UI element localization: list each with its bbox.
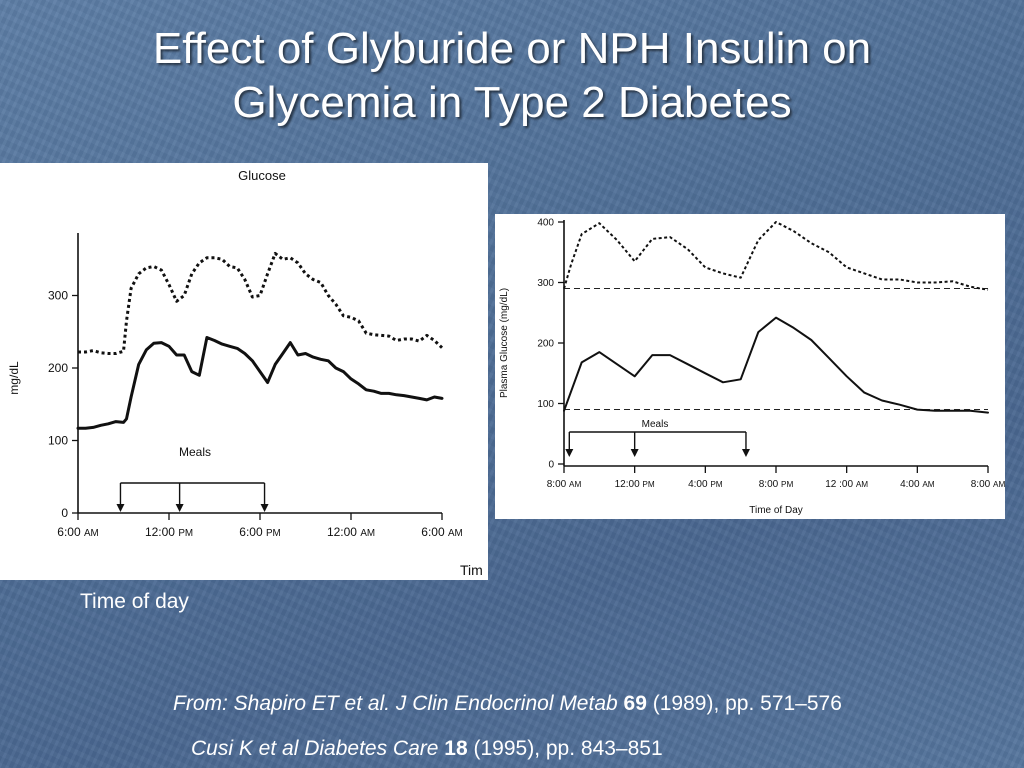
meals-label: Meals — [642, 419, 669, 430]
meal-arrow-head — [630, 449, 639, 457]
x-tick-label: 12 :00 AM — [825, 479, 868, 490]
x-axis-label: Time of Day — [749, 505, 803, 516]
y-tick-label: 400 — [537, 218, 554, 229]
x-tick-label: 4:00 PM — [688, 479, 723, 490]
y-tick-label: 200 — [48, 361, 68, 375]
slide-title: Effect of Glyburide or NPH Insulin on Gl… — [0, 22, 1024, 130]
title-line-2: Glycemia in Type 2 Diabetes — [232, 78, 792, 127]
meal-arrow-head — [175, 504, 184, 512]
meals-label: Meals — [179, 445, 211, 459]
reference-2-details: (1995), pp. 843–851 — [473, 737, 663, 760]
meal-arrow-head — [741, 449, 750, 457]
reference-2-source: Cusi K et al Diabetes Care — [191, 737, 439, 760]
series-dotted-line — [78, 251, 444, 355]
y-tick-label: 100 — [537, 399, 554, 410]
chart-panel-right: 0 100 200 300 400 8:00 AM 12:00 PM 4:00 PM 8:00 … — [495, 214, 1005, 519]
chart-panel-left: 0 100 200 300 6:00 AM 12:00 PM 6:00 PM 12:00 AM… — [0, 163, 488, 580]
x-tick-label: 12:00 AM — [327, 525, 375, 539]
y-axis-label: mg/dL — [7, 361, 21, 395]
y-tick-label: 300 — [537, 278, 554, 289]
chart-title: Glucose — [238, 168, 286, 183]
y-tick-label: 0 — [61, 506, 68, 520]
glucose-chart-left: 0 100 200 300 6:00 AM 12:00 PM 6:00 PM 12:00 AM… — [7, 168, 483, 578]
x-tick-label: 6:00 AM — [421, 525, 462, 539]
reference-2-volume: 18 — [444, 737, 468, 760]
meal-arrow-head — [565, 449, 574, 457]
y-tick-label: 100 — [48, 434, 68, 448]
reference-1-volume: 69 — [623, 692, 647, 715]
meal-arrow-head — [260, 504, 269, 512]
reference-2: Cusi K et al Diabetes Care 18 (1995), pp… — [191, 737, 663, 761]
y-tick-label: 300 — [48, 289, 68, 303]
x-tick-label: 8:00 AM — [971, 479, 1005, 490]
y-tick-label: 200 — [537, 339, 554, 350]
x-tick-label: 12:00 PM — [615, 479, 655, 490]
series-dotted-line — [563, 221, 989, 291]
x-tick-label: 8:00 AM — [547, 479, 582, 490]
y-axis-label: Plasma Glucose (mg/dL) — [499, 288, 510, 398]
x-axis-label: Tim — [460, 562, 483, 578]
y-tick-label: 0 — [548, 460, 554, 471]
title-line-1: Effect of Glyburide or NPH Insulin on — [152, 24, 872, 73]
x-tick-label: 6:00 AM — [57, 525, 98, 539]
glucose-chart-right: 0 100 200 300 400 8:00 AM 12:00 PM 4:00 PM 8:00 … — [499, 218, 1005, 517]
x-tick-label: 4:00 AM — [900, 479, 935, 490]
reference-1-source: From: Shapiro ET et al. J Clin Endocrino… — [173, 692, 618, 715]
reference-1-details: (1989), pp. 571–576 — [652, 692, 842, 715]
x-tick-label: 12:00 PM — [145, 525, 193, 539]
x-tick-label: 8:00 PM — [759, 479, 794, 490]
x-tick-label: 6:00 PM — [239, 525, 280, 539]
meal-arrow-head — [116, 504, 125, 512]
series-solid-line — [563, 316, 989, 414]
x-axis-caption: Time of day — [80, 590, 189, 613]
reference-1: From: Shapiro ET et al. J Clin Endocrino… — [173, 692, 842, 716]
series-solid-line — [76, 336, 444, 430]
